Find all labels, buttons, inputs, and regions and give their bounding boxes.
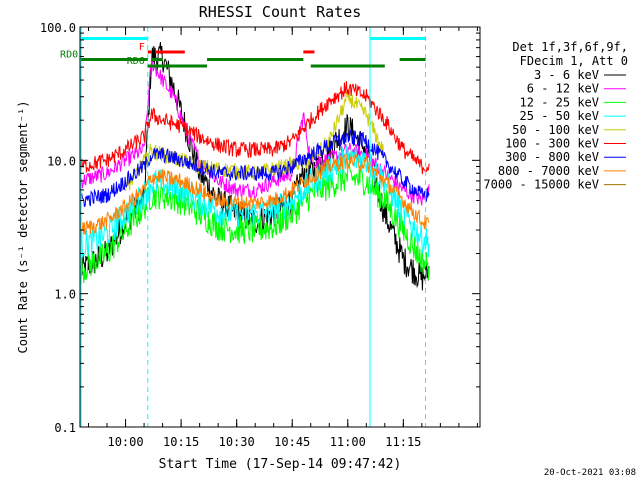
- annotation-layer: F RD0 RD6: [60, 27, 427, 427]
- timestamp: 20-Oct-2021 03:08: [544, 468, 636, 478]
- y-tick-label: 0.1: [54, 421, 76, 435]
- state-bar-label-rd6: RD6: [127, 56, 145, 67]
- series-25-50-kev: [80, 145, 430, 258]
- y-axis-label: Count Rate (s⁻¹ detector segment⁻¹): [16, 101, 30, 354]
- legend-label-800-7000-kev: 800 - 7000 keV: [498, 164, 599, 178]
- x-tick-label: 11:15: [385, 435, 421, 449]
- state-bar-label-f: F: [139, 42, 145, 53]
- x-tick-label: 11:00: [330, 435, 366, 449]
- x-tick-label: 10:15: [163, 435, 199, 449]
- legend-label-50-100-kev: 50 - 100 keV: [512, 123, 599, 137]
- chart-title: RHESSI Count Rates: [199, 3, 362, 21]
- x-axis: 10:00 10:15 10:30 10:45 11:00 11:15: [88, 27, 478, 449]
- y-tick-label: 1.0: [54, 288, 76, 302]
- legend-label-100-300-kev: 100 - 300 keV: [505, 137, 599, 151]
- legend: Det 1f,3f,6f,9f, FDecim 1, Att 0 3 - 6 k…: [483, 40, 628, 192]
- legend-label-12-25-kev: 12 - 25 keV: [520, 95, 599, 109]
- y-axis: 0.1 1.0 10.0 100.0: [40, 21, 480, 435]
- legend-label-3-6-kev: 3 - 6 keV: [534, 68, 599, 82]
- x-tick-label: 10:45: [274, 435, 310, 449]
- legend-label-7000-15000-kev: 7000 - 15000 keV: [483, 178, 599, 192]
- legend-label-6-12-kev: 6 - 12 keV: [527, 82, 599, 96]
- series-100-300-kev: [80, 81, 430, 175]
- series-800-7000-kev: [80, 153, 430, 237]
- series-layer: [80, 41, 430, 291]
- series-300-800-kev: [80, 128, 430, 208]
- y-tick-label: 10.0: [47, 154, 76, 168]
- legend-header-1: Det 1f,3f,6f,9f,: [512, 40, 628, 54]
- legend-label-300-800-kev: 300 - 800 keV: [505, 150, 599, 164]
- x-tick-label: 10:30: [219, 435, 255, 449]
- x-tick-label: 10:00: [107, 435, 143, 449]
- x-axis-label: Start Time (17-Sep-14 09:47:42): [159, 457, 402, 472]
- legend-label-25-50-kev: 25 - 50 keV: [520, 109, 599, 123]
- state-bar-label-rd0: RD0: [60, 50, 78, 61]
- series-12-25-kev: [80, 162, 430, 284]
- plot-frame: [79, 26, 481, 428]
- y-tick-label: 100.0: [40, 21, 76, 35]
- legend-header-2: FDecim 1, Att 0: [520, 54, 628, 68]
